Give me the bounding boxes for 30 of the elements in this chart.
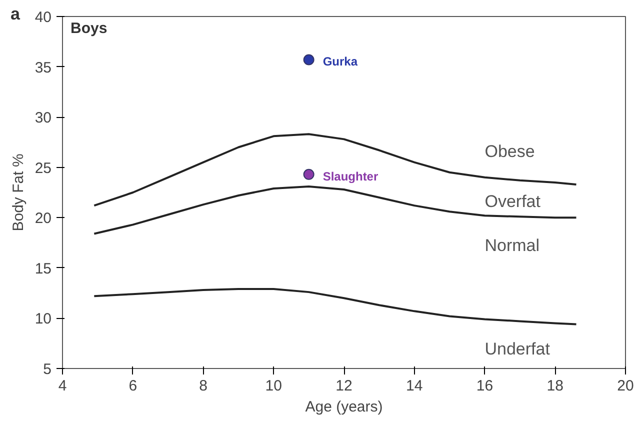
x-tick-label: 8	[199, 378, 208, 394]
line-series	[93, 288, 578, 326]
y-tick-label: 5	[43, 361, 52, 378]
x-tick-label: 14	[406, 378, 423, 394]
x-tick-label: 12	[336, 378, 352, 394]
annotation: Overfat	[484, 192, 541, 211]
x-tick-label: 6	[128, 378, 138, 394]
y-tick-label: 20	[34, 210, 52, 228]
text: a	[10, 4, 20, 24]
series-label: Slaughter	[322, 169, 378, 184]
x-tick-label: 18	[546, 378, 564, 394]
series-label: Gurka	[322, 54, 358, 69]
y-axis-title: Body Fat %	[10, 154, 27, 232]
y-tick-label: 25	[34, 160, 52, 177]
x-tick-label: 10	[265, 378, 282, 394]
y-tick-label: 35	[34, 59, 52, 76]
line-series	[93, 133, 578, 207]
x-tick-label: 20	[617, 378, 634, 394]
y-tick-label: 15	[34, 260, 52, 278]
annotation: Obese	[484, 142, 535, 161]
y-tick-label: 10	[34, 310, 52, 328]
x-tick-label: 16	[476, 378, 494, 394]
annotation: Normal	[484, 236, 540, 256]
annotation: Boys	[70, 20, 108, 37]
y-tick-label: 30	[34, 110, 52, 127]
annotation: Underfat	[484, 340, 550, 359]
x-axis-title: Age (years)	[305, 398, 383, 416]
line-series	[93, 185, 578, 235]
x-tick-label: 4	[58, 378, 67, 394]
y-tick-label: 40	[34, 9, 52, 26]
